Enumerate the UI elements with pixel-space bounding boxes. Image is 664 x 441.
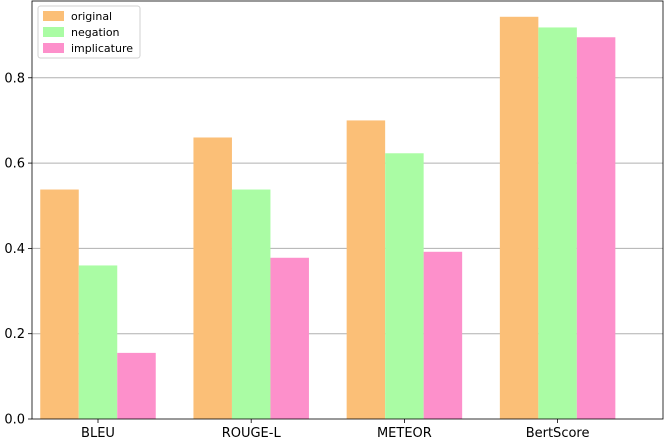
plot-frame: [31, 0, 664, 420]
bar-implicature-meteor: [423, 251, 463, 419]
y-tick-label: 0.4: [4, 242, 25, 257]
legend-swatch-original: [43, 11, 64, 21]
y-tick-label: 0.6: [4, 157, 25, 172]
bar-negation-meteor: [385, 153, 424, 419]
legend-swatch-negation: [43, 27, 64, 37]
x-axis: BLEU ROUGE-L METEOR BertScore: [81, 419, 589, 441]
legend-label-original: original: [71, 10, 112, 23]
y-tick-label: 0.2: [4, 327, 25, 342]
x-tick-label: BLEU: [81, 426, 115, 441]
x-tick-label: ROUGE-L: [222, 426, 282, 441]
x-tick-label: METEOR: [377, 426, 432, 441]
legend-label-implicature: implicature: [71, 42, 133, 55]
bar-implicature-bleu: [117, 352, 156, 419]
bar-implicature-rouge-l: [270, 257, 309, 419]
y-tick-label: 0.0: [4, 413, 25, 428]
legend: original negation implicature: [37, 5, 141, 59]
legend-swatch-implicature: [43, 43, 64, 53]
bar-negation-bertscore: [538, 27, 577, 420]
bar-implicature-bertscore: [576, 37, 616, 420]
bar-original-bertscore: [499, 16, 539, 419]
y-tick-label: 0.8: [4, 71, 25, 86]
bars: [40, 16, 616, 420]
bar-original-meteor: [346, 120, 386, 419]
bar-original-rouge-l: [193, 137, 232, 419]
bar-negation-rouge-l: [231, 189, 271, 419]
legend-label-negation: negation: [71, 26, 120, 39]
bar-negation-bleu: [78, 265, 118, 419]
bar-original-bleu: [40, 189, 79, 419]
y-axis: 0.0 0.2 0.4 0.6 0.8: [4, 71, 32, 428]
x-tick-label: BertScore: [526, 426, 590, 441]
